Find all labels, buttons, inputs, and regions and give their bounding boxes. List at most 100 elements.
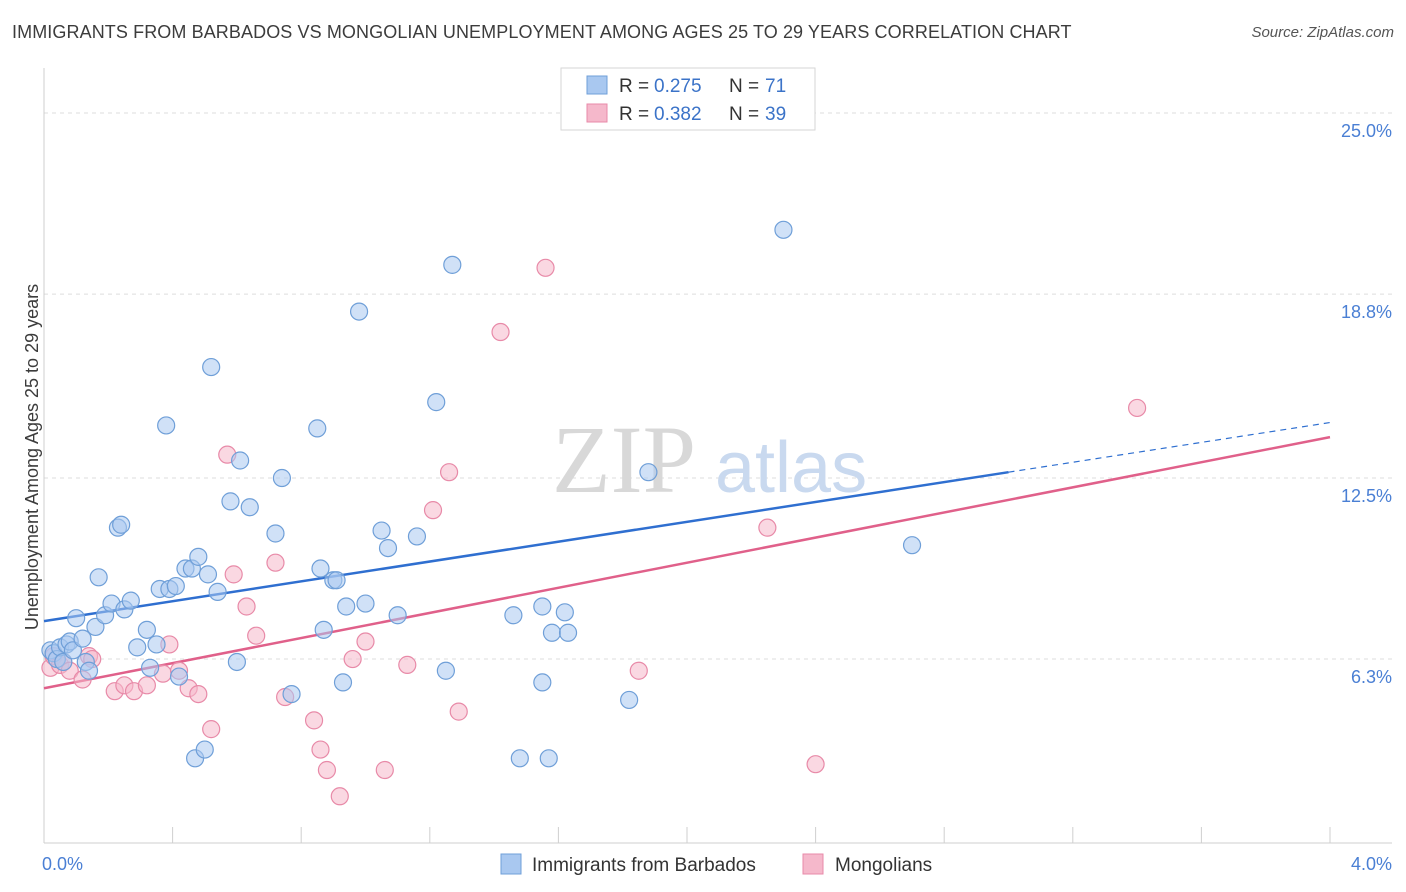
barbados-point-34 <box>198 565 218 584</box>
legend-n-value-1: 71 <box>765 76 786 97</box>
chart-title: IMMIGRANTS FROM BARBADOS VS MONGOLIAN UN… <box>12 22 1072 42</box>
mongolians-point-35 <box>491 322 510 342</box>
mongolians-point-31 <box>398 655 417 674</box>
barbados-point-60 <box>504 606 523 625</box>
barbados-point-13 <box>89 568 108 587</box>
legend-r-value-2: 0.382 <box>654 104 702 125</box>
barbados-point-39 <box>231 451 250 470</box>
barbados-point-49 <box>333 673 353 692</box>
mongolians-point-21 <box>247 626 266 645</box>
mongolians-point-30 <box>375 760 394 780</box>
barbados-point-41 <box>266 524 285 543</box>
bottom-legend-mongolians: Mongolians <box>835 855 932 876</box>
barbados-point-12 <box>86 617 105 637</box>
y-tick-labels: 6.3% 12.5% 18.8% 25.0% <box>1341 121 1392 687</box>
barbados-point-42 <box>272 468 292 488</box>
watermark-atlas: atlas <box>715 428 867 508</box>
barbados-point-40 <box>240 498 259 517</box>
y-tick-label-3: 25.0% <box>1341 121 1392 141</box>
mongolians-point-25 <box>311 740 330 759</box>
legend-r-label-1: R = <box>619 76 649 97</box>
legend-n-label-2: N = <box>729 104 759 125</box>
legend-n-value-2: 39 <box>765 104 786 125</box>
mongolians-point-34 <box>449 702 468 721</box>
barbados-point-9 <box>73 629 92 648</box>
watermark: ZIP atlas <box>552 406 867 513</box>
barbados-point-37 <box>221 492 240 511</box>
barbados-point-65 <box>542 623 562 642</box>
mongolians-point-28 <box>343 649 362 669</box>
barbados-points <box>41 220 922 768</box>
barbados-point-48 <box>327 571 346 590</box>
mongolians-trend-line <box>43 435 1331 690</box>
barbados-point-58 <box>436 661 455 680</box>
mongolians-point-27 <box>330 787 349 806</box>
barbados-point-50 <box>337 597 356 616</box>
mongolians-point-29 <box>356 632 375 651</box>
barbados-point-25 <box>157 416 176 435</box>
mongolians-point-40 <box>1127 398 1147 418</box>
x-tick-label-0: 0.0% <box>42 854 83 874</box>
barbados-point-33 <box>195 740 214 759</box>
mongolians-point-36 <box>536 258 555 277</box>
mongolians-points <box>41 258 1147 806</box>
barbados-point-57 <box>427 393 446 412</box>
bottom-legend-swatch-pink <box>802 853 824 875</box>
barbados-point-22 <box>140 658 160 677</box>
barbados-point-27 <box>166 576 185 596</box>
watermark-zip: ZIP <box>552 406 696 513</box>
chart-source: Source: ZipAtlas.com <box>1251 24 1394 41</box>
barbados-point-11 <box>79 661 99 680</box>
barbados-point-68 <box>620 690 639 710</box>
mongolians-point-38 <box>758 518 777 537</box>
legend-r-value-1: 0.275 <box>654 76 702 97</box>
barbados-point-7 <box>63 641 83 660</box>
bottom-legend-barbados: Immigrants from Barbados <box>532 855 756 876</box>
legend-n-label-1: N = <box>729 76 759 97</box>
barbados-point-53 <box>372 521 391 540</box>
barbados-point-19 <box>121 591 140 610</box>
barbados-point-46 <box>314 620 333 639</box>
mongolians-point-39 <box>806 755 825 774</box>
barbados-point-45 <box>311 559 330 578</box>
barbados-point-54 <box>378 538 398 558</box>
barbados-point-70 <box>774 220 793 239</box>
barbados-point-35 <box>202 357 221 377</box>
barbados-point-56 <box>407 527 427 546</box>
barbados-point-55 <box>388 606 407 625</box>
barbados-point-44 <box>308 419 327 438</box>
mongolians-point-16 <box>189 684 208 704</box>
barbados-point-8 <box>67 609 86 628</box>
axes <box>43 68 1392 844</box>
barbados-point-64 <box>539 749 558 768</box>
barbados-point-32 <box>189 547 208 566</box>
barbados-trend-line <box>43 470 1009 623</box>
mongolians-point-22 <box>266 553 285 572</box>
mongolians-point-32 <box>423 501 443 520</box>
mongolians-point-20 <box>237 597 256 616</box>
bottom-legend-swatch-blue <box>500 853 522 875</box>
mongolians-point-33 <box>439 463 459 482</box>
mongolians-point-26 <box>317 760 337 780</box>
barbados-point-67 <box>558 623 578 642</box>
y-axis-label: Unemployment Among Ages 25 to 29 years <box>22 284 42 630</box>
mongolians-point-37 <box>629 661 648 680</box>
barbados-point-4 <box>54 652 73 672</box>
y-tick-label-2: 18.8% <box>1341 302 1392 322</box>
mongolians-point-11 <box>137 676 156 695</box>
mongolians-point-17 <box>202 720 221 739</box>
barbados-point-69 <box>639 463 658 482</box>
barbados-point-28 <box>169 667 189 686</box>
mongolians-point-24 <box>304 711 324 730</box>
barbados-point-36 <box>208 582 227 601</box>
stats-legend: R = 0.275 N = 71 R = 0.382 N = 39 <box>560 67 816 131</box>
y-tick-label-0: 6.3% <box>1351 667 1392 687</box>
x-tick-label-1: 4.0% <box>1351 854 1392 874</box>
barbados-point-20 <box>128 638 147 657</box>
mongolians-point-19 <box>224 565 243 584</box>
series-legend: Immigrants from Barbados Mongolians <box>500 853 932 876</box>
grid-lines <box>44 112 1392 660</box>
barbados-point-38 <box>227 652 246 672</box>
barbados-point-66 <box>555 603 574 622</box>
